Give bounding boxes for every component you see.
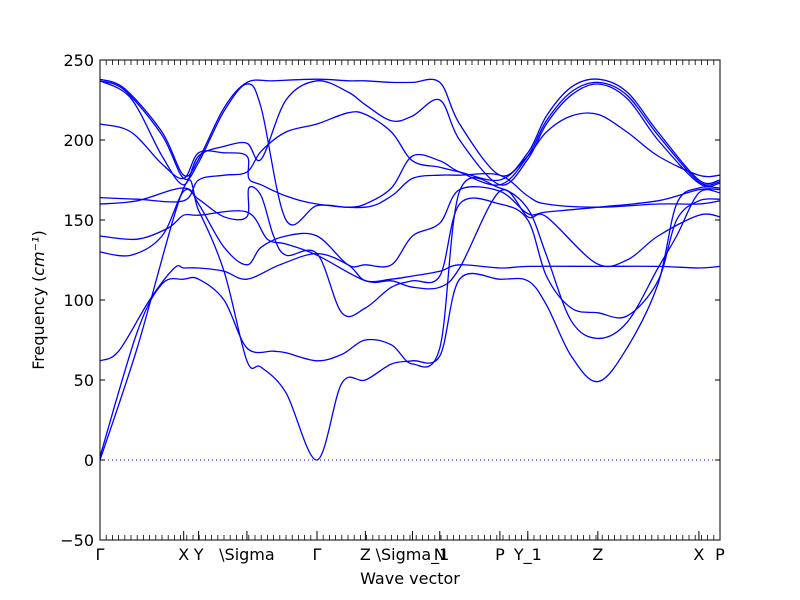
- x-axis-ticks: Γ X Y \Sigma Γ Z \Sigma_1N P Y_1 Z X P: [96, 531, 725, 565]
- x-tick-label: Z: [360, 545, 371, 564]
- x-axis-title: Wave vector: [360, 569, 460, 588]
- x-minor-ticks: [99, 60, 721, 540]
- band-line-2: [100, 177, 720, 457]
- x-tick-label: Y_1: [513, 545, 542, 565]
- y-tick-label: 250: [63, 51, 94, 70]
- y-tick-label: 0: [84, 451, 94, 470]
- y-tick-label: 150: [63, 211, 94, 230]
- x-tick-label: Z: [592, 545, 603, 564]
- y-tick-label: 200: [63, 131, 94, 150]
- x-tick-label: Γ: [313, 545, 322, 564]
- y-axis-title-text: Frequency: [29, 287, 48, 370]
- x-tick-label: P: [495, 545, 505, 564]
- x-tick-label: N: [434, 545, 446, 564]
- x-tick-label: P: [715, 545, 725, 564]
- y-axis-title: Frequency (cm⁻¹): [29, 230, 48, 369]
- band-line-4: [100, 186, 720, 319]
- phonon-branches: [100, 78, 720, 461]
- band-line-8: [100, 123, 720, 209]
- y-axis-unit: cm⁻¹: [29, 237, 48, 276]
- x-tick-label: Y: [193, 545, 204, 564]
- band-line-3: [100, 252, 720, 362]
- band-line-6: [100, 186, 720, 268]
- band-line-10: [100, 80, 720, 226]
- x-tick-label: Γ: [96, 545, 105, 564]
- y-tick-label: 50: [74, 371, 94, 390]
- x-tick-label: X: [178, 545, 189, 564]
- y-axis-ticks: −50 0 50 100 150 200 250: [60, 51, 720, 550]
- band-line-9: [100, 78, 720, 185]
- x-tick-label: \Sigma_1: [376, 545, 450, 565]
- y-tick-label: 100: [63, 291, 94, 310]
- y-tick-label: −50: [60, 531, 94, 550]
- band-line-5: [100, 189, 720, 290]
- x-tick-label: \Sigma: [219, 545, 275, 564]
- band-line-7: [100, 111, 720, 203]
- x-tick-label: X: [693, 545, 704, 564]
- band-line-1: [100, 179, 720, 461]
- band-line-11: [100, 80, 720, 188]
